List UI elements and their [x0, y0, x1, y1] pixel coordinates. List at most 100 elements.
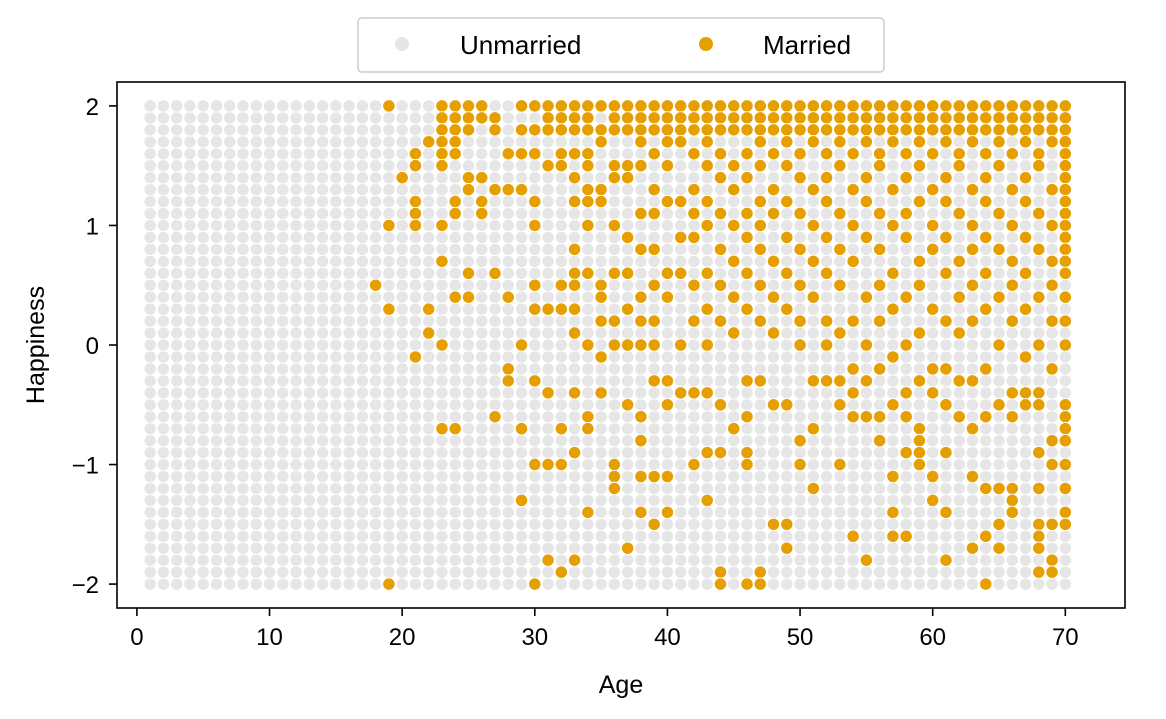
data-point-unmarried	[528, 111, 542, 125]
data-point-married	[899, 170, 913, 185]
data-point-unmarried	[727, 266, 741, 280]
data-point-unmarried	[607, 529, 622, 543]
data-point-unmarried	[262, 541, 277, 555]
data-point-married	[926, 111, 940, 125]
data-point-unmarried	[634, 326, 648, 340]
data-point-unmarried	[315, 469, 330, 484]
data-point-unmarried	[501, 553, 515, 567]
data-point-unmarried	[567, 469, 582, 484]
data-point-unmarried	[567, 398, 582, 412]
data-point-unmarried	[926, 541, 940, 555]
data-point-unmarried	[382, 254, 396, 268]
data-point-married	[1005, 123, 1019, 137]
data-point-unmarried	[674, 326, 688, 340]
data-point-unmarried	[289, 278, 303, 292]
data-point-unmarried	[262, 135, 277, 149]
data-point-unmarried	[965, 577, 980, 591]
data-point-unmarried	[766, 577, 781, 591]
data-point-married	[408, 159, 423, 173]
data-point-unmarried	[979, 374, 993, 388]
data-point-married	[740, 577, 754, 591]
data-point-unmarried	[713, 553, 728, 567]
data-point-unmarried	[912, 350, 927, 364]
data-point-unmarried	[687, 529, 701, 543]
data-point-unmarried	[461, 218, 476, 233]
data-point-unmarried	[196, 386, 210, 400]
data-point-unmarried	[302, 565, 316, 579]
data-point-unmarried	[740, 254, 754, 268]
data-point-unmarried	[819, 135, 834, 149]
data-point-married	[886, 218, 900, 233]
data-point-unmarried	[1058, 493, 1072, 508]
data-point-unmarried	[156, 517, 171, 531]
data-point-unmarried	[766, 338, 781, 352]
data-point-married	[700, 218, 714, 233]
data-point-unmarried	[368, 266, 383, 280]
data-point-unmarried	[727, 206, 741, 221]
data-point-unmarried	[262, 111, 277, 125]
data-point-unmarried	[488, 517, 502, 531]
data-point-married	[461, 111, 476, 125]
data-point-married	[554, 99, 568, 113]
data-point-married	[448, 135, 462, 149]
data-point-unmarried	[660, 410, 675, 424]
data-point-unmarried	[1018, 541, 1033, 555]
data-point-unmarried	[329, 111, 343, 125]
data-point-unmarried	[713, 374, 728, 388]
data-point-unmarried	[1018, 362, 1033, 376]
data-point-unmarried	[607, 290, 622, 304]
data-point-unmarried	[727, 481, 741, 496]
data-point-unmarried	[315, 362, 330, 376]
data-point-unmarried	[687, 326, 701, 340]
data-point-unmarried	[647, 505, 661, 520]
data-point-unmarried	[727, 410, 741, 424]
data-point-unmarried	[395, 362, 409, 376]
data-point-unmarried	[926, 290, 940, 304]
data-point-unmarried	[581, 469, 595, 484]
data-point-unmarried	[342, 481, 356, 496]
data-point-unmarried	[554, 374, 568, 388]
data-point-married	[899, 445, 913, 460]
data-point-married	[567, 194, 582, 209]
data-point-married	[620, 338, 635, 352]
data-point-unmarried	[952, 302, 966, 316]
data-point-unmarried	[992, 326, 1006, 340]
data-point-unmarried	[209, 218, 224, 233]
data-point-married	[912, 278, 927, 292]
data-point-unmarried	[567, 433, 582, 448]
data-point-unmarried	[1045, 266, 1059, 280]
data-point-unmarried	[262, 362, 277, 376]
data-point-unmarried	[806, 517, 820, 531]
data-point-unmarried	[315, 457, 330, 472]
data-point-unmarried	[156, 433, 171, 448]
data-point-unmarried	[262, 410, 277, 424]
data-point-unmarried	[355, 445, 370, 460]
data-point-married	[886, 135, 900, 149]
data-point-unmarried	[302, 254, 316, 268]
data-point-unmarried	[620, 242, 635, 257]
data-point-unmarried	[952, 481, 966, 496]
data-point-married	[1058, 433, 1072, 448]
data-point-unmarried	[528, 206, 542, 221]
data-point-unmarried	[660, 481, 675, 496]
data-point-unmarried	[793, 398, 807, 412]
data-point-unmarried	[674, 314, 688, 328]
data-point-unmarried	[156, 410, 171, 424]
data-point-unmarried	[833, 314, 847, 328]
data-point-unmarried	[581, 553, 595, 567]
data-point-unmarried	[262, 457, 277, 472]
data-point-unmarried	[262, 565, 277, 579]
data-point-married	[687, 314, 701, 328]
data-point-unmarried	[581, 565, 595, 579]
data-point-unmarried	[780, 469, 794, 484]
data-point-married	[979, 362, 993, 376]
data-point-unmarried	[355, 398, 370, 412]
data-point-unmarried	[422, 278, 436, 292]
data-point-unmarried	[475, 457, 489, 472]
data-point-unmarried	[979, 493, 993, 508]
data-point-unmarried	[965, 445, 980, 460]
data-point-unmarried	[979, 159, 993, 173]
data-point-unmarried	[368, 410, 383, 424]
data-point-married	[1045, 553, 1059, 567]
data-point-married	[926, 182, 940, 197]
